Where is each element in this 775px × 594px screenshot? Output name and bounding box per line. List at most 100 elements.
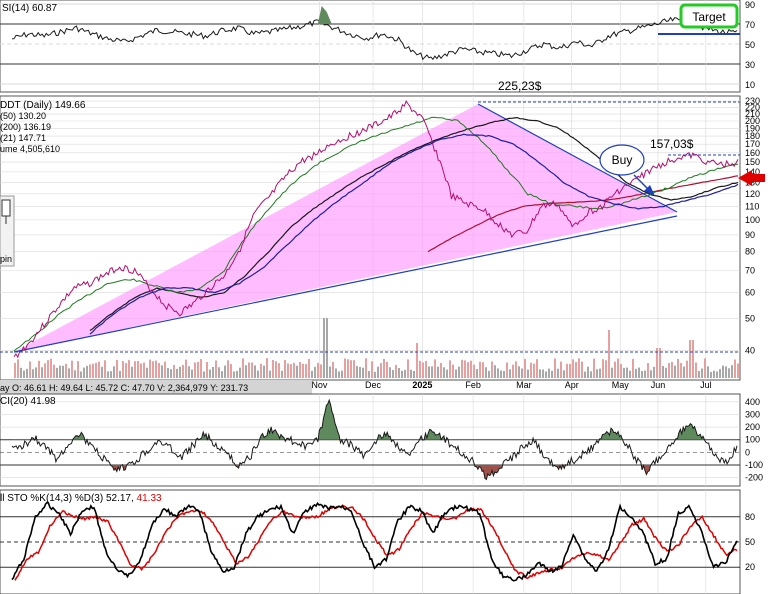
volume-bar: [32, 369, 34, 378]
x-tick-label: 2025: [412, 380, 432, 390]
volume-bar: [56, 367, 58, 378]
rsi-tick-label: 30: [745, 60, 755, 70]
price-tick-label: 70: [745, 266, 755, 276]
volume-bar: [473, 364, 475, 378]
volume-bar: [305, 364, 307, 378]
volume-bar: [488, 370, 490, 378]
volume-bar: [86, 365, 88, 378]
volume-bar: [290, 364, 292, 378]
volume-bar: [707, 366, 709, 378]
volume-bar: [422, 362, 424, 378]
volume-bar: [443, 367, 445, 378]
volume-bar: [692, 340, 694, 378]
cci-line: [11, 398, 738, 481]
volume-bar: [113, 366, 115, 378]
volume-bar: [371, 361, 373, 378]
price-tick-label: 110: [745, 201, 759, 211]
volume-bar: [59, 365, 61, 378]
volume-bar: [38, 360, 40, 378]
volume-bar: [299, 362, 301, 378]
legend-ema21: (21) 147.71: [0, 133, 46, 143]
volume-bar: [428, 366, 430, 378]
stoch-tick-label: 80: [745, 512, 755, 522]
volume-bar: [419, 360, 421, 378]
rsi-tick-label: 50: [745, 40, 755, 50]
volume-bar: [638, 367, 640, 378]
x-tick-label: Mar: [516, 380, 532, 390]
volume-bar: [527, 369, 529, 378]
volume-bar: [188, 366, 190, 378]
price-tick-label: 50: [745, 314, 755, 324]
volume-bar: [413, 370, 415, 378]
ma200-line: [427, 175, 739, 253]
volume-bar: [701, 368, 703, 378]
volume-bar: [671, 361, 673, 378]
rsi-tick-label: 10: [745, 80, 755, 90]
volume-bar: [629, 370, 631, 378]
volume-bar: [605, 360, 607, 378]
volume-bar: [341, 370, 343, 378]
volume-bar: [137, 360, 139, 378]
volume-bar: [194, 362, 196, 378]
price-tick-label: 230: [745, 96, 760, 106]
volume-bar: [467, 362, 469, 378]
volume-bar: [317, 362, 319, 378]
ohlc-strip: [0, 380, 312, 394]
resistance-price-label: 157,03$: [650, 137, 694, 151]
legend-ma200: (200) 136.19: [0, 122, 51, 132]
cci-panel: -200 -100 0 100 200 300 400 CI(20) 41.98: [0, 393, 763, 487]
volume-bar: [551, 370, 553, 378]
stoch-title-k: ll STO %K(14,3) %D(3) 52.17,: [0, 493, 137, 504]
volume-bar: [386, 361, 388, 378]
volume-bar: [683, 366, 685, 378]
volume-bar: [578, 358, 580, 378]
volume-bar: [125, 363, 127, 378]
volume-bar: [140, 363, 142, 378]
stoch-panel: 20 50 80 ll STO %K(14,3) %D(3) 52.17, 41.3…: [0, 489, 755, 594]
volume-bar: [446, 369, 448, 378]
price-tick-label: 140: [745, 167, 760, 177]
volume-bar: [482, 362, 484, 378]
volume-bar: [65, 363, 67, 378]
volume-bar: [698, 371, 700, 378]
wedge-lower-trendline: [13, 215, 678, 353]
volume-bar: [557, 368, 559, 378]
x-tick-label: Dec: [365, 380, 382, 390]
volume-bar: [326, 318, 328, 378]
volume-bar: [599, 368, 601, 378]
volume-bar: [533, 363, 535, 378]
volume-bar: [368, 371, 370, 378]
target-label: Target: [692, 10, 726, 24]
volume-bar: [641, 371, 643, 378]
volume-bar: [584, 371, 586, 378]
volume-bar: [569, 364, 571, 378]
volume-bar: [710, 371, 712, 378]
pin-label: pin: [0, 254, 12, 264]
volume-bar: [377, 366, 379, 378]
cci-tick-label: 300: [745, 409, 760, 419]
volume-bar: [272, 360, 274, 378]
volume-bar: [404, 369, 406, 378]
volume-bar: [455, 369, 457, 378]
legend-ma50: (50) 130.20: [0, 111, 46, 121]
volume-bar: [659, 348, 661, 378]
price-tick-label: 170: [745, 139, 760, 149]
volume-bar: [209, 369, 211, 378]
volume-bar: [221, 371, 223, 378]
volume-bar: [509, 369, 511, 378]
volume-bar: [68, 368, 70, 378]
cci-tick-label: 400: [745, 397, 760, 407]
volume-bar: [356, 366, 358, 378]
volume-bar: [389, 367, 391, 378]
volume-bar: [554, 358, 556, 378]
cci-tick-label: 100: [745, 435, 760, 445]
volume-bar: [398, 367, 400, 378]
volume-bar: [401, 370, 403, 378]
volume-bar: [314, 366, 316, 378]
volume-bar: [602, 359, 604, 378]
volume-bar: [152, 361, 154, 378]
volume-bar: [254, 365, 256, 378]
volume-bar: [20, 367, 22, 378]
volume-bar: [650, 370, 652, 378]
